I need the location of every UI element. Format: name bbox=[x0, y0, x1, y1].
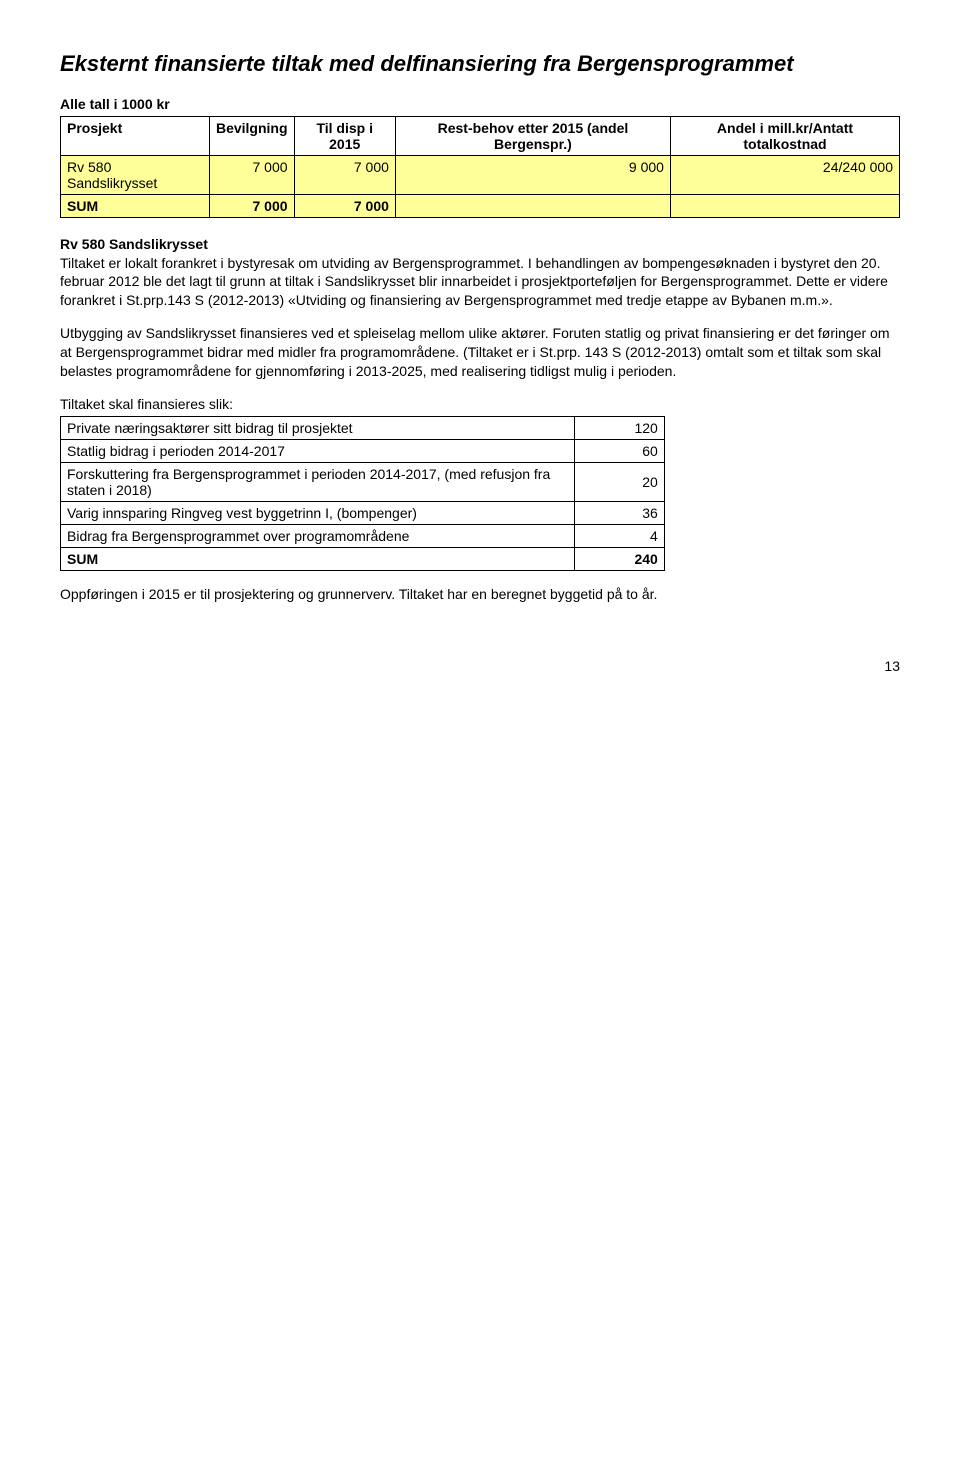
col-header-disp: Til disp i 2015 bbox=[294, 116, 395, 155]
cell-andel: 24/240 000 bbox=[670, 155, 899, 194]
cell-sum-c3 bbox=[395, 194, 670, 217]
table-row: Bidrag fra Bergensprogrammet over progra… bbox=[61, 524, 665, 547]
table-row: Statlig bidrag i perioden 2014-2017 60 bbox=[61, 439, 665, 462]
paragraph-2: Utbygging av Sandslikrysset finansieres … bbox=[60, 324, 900, 381]
col-header-restbehov: Rest-behov etter 2015 (andel Bergenspr.) bbox=[395, 116, 670, 155]
finance-label: Private næringsaktører sitt bidrag til p… bbox=[61, 416, 575, 439]
col-header-bevilgning: Bevilgning bbox=[209, 116, 294, 155]
finance-value: 60 bbox=[574, 439, 664, 462]
finance-value: 36 bbox=[574, 501, 664, 524]
finance-label: Varig innsparing Ringveg vest byggetrinn… bbox=[61, 501, 575, 524]
table-row-sum: SUM 240 bbox=[61, 547, 665, 570]
closing-paragraph: Oppføringen i 2015 er til prosjektering … bbox=[60, 585, 900, 604]
finance-label: Forskuttering fra Bergensprogrammet i pe… bbox=[61, 462, 575, 501]
finance-value: 20 bbox=[574, 462, 664, 501]
col-header-prosjekt: Prosjekt bbox=[61, 116, 210, 155]
page-number: 13 bbox=[884, 658, 900, 674]
cell-sum-label: SUM bbox=[61, 194, 210, 217]
cell-sum-c2: 7 000 bbox=[294, 194, 395, 217]
cell-project: Rv 580 Sandslikrysset bbox=[61, 155, 210, 194]
cell-sum-c1: 7 000 bbox=[209, 194, 294, 217]
cell-disp: 7 000 bbox=[294, 155, 395, 194]
cell-bevilgning: 7 000 bbox=[209, 155, 294, 194]
finance-label: Bidrag fra Bergensprogrammet over progra… bbox=[61, 524, 575, 547]
paragraph-1: Tiltaket er lokalt forankret i bystyresa… bbox=[60, 254, 900, 311]
table-caption: Alle tall i 1000 kr bbox=[60, 96, 900, 112]
table-row: Private næringsaktører sitt bidrag til p… bbox=[61, 416, 665, 439]
finance-sum-label: SUM bbox=[61, 547, 575, 570]
cell-restbehov: 9 000 bbox=[395, 155, 670, 194]
finance-table: Private næringsaktører sitt bidrag til p… bbox=[60, 416, 665, 571]
table-row-sum: SUM 7 000 7 000 bbox=[61, 194, 900, 217]
table-row: Rv 580 Sandslikrysset 7 000 7 000 9 000 … bbox=[61, 155, 900, 194]
cell-sum-c4 bbox=[670, 194, 899, 217]
finance-value: 4 bbox=[574, 524, 664, 547]
funding-table: Prosjekt Bevilgning Til disp i 2015 Rest… bbox=[60, 116, 900, 218]
finance-label: Statlig bidrag i perioden 2014-2017 bbox=[61, 439, 575, 462]
table-row: Forskuttering fra Bergensprogrammet i pe… bbox=[61, 462, 665, 501]
page-title: Eksternt finansierte tiltak med delfinan… bbox=[60, 50, 900, 78]
finance-value: 120 bbox=[574, 416, 664, 439]
section-heading: Rv 580 Sandslikrysset bbox=[60, 236, 900, 252]
finance-sum-value: 240 bbox=[574, 547, 664, 570]
finance-caption: Tiltaket skal finansieres slik: bbox=[60, 395, 900, 414]
col-header-andel: Andel i mill.kr/Antatt totalkostnad bbox=[670, 116, 899, 155]
table-row: Varig innsparing Ringveg vest byggetrinn… bbox=[61, 501, 665, 524]
